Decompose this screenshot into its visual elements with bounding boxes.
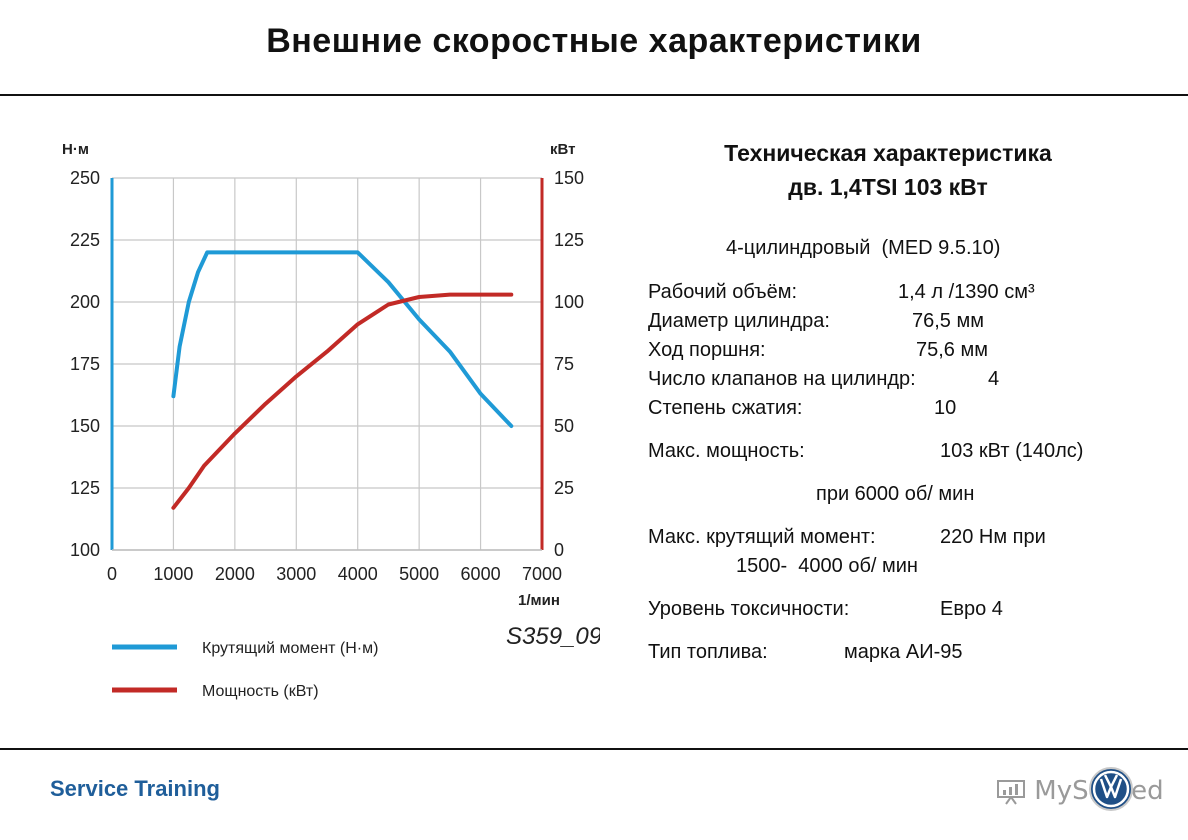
watermark: MyShared — [996, 776, 1164, 806]
spec-compression-label: Степень сжатия: — [648, 397, 803, 419]
x-axis-label: 1/мин — [518, 592, 560, 609]
spec-fuel-label: Тип топлива: — [648, 641, 768, 663]
x-tick-label: 3000 — [276, 564, 316, 584]
spec-stroke-value: 75,6 мм — [916, 339, 988, 361]
y-left-tick-label: 225 — [70, 230, 100, 250]
spec-bore-label: Диаметр цилиндра: — [648, 310, 830, 332]
spec-heading-line2: дв. 1,4TSI 103 кВт — [788, 174, 988, 200]
footer-divider — [0, 748, 1188, 750]
x-tick-label: 4000 — [338, 564, 378, 584]
chart-grid — [111, 177, 543, 551]
spec-power-label: Макс. мощность: — [648, 440, 805, 462]
x-tick-label: 2000 — [215, 564, 255, 584]
x-tick-label: 5000 — [399, 564, 439, 584]
spec-power-rpm: при 6000 об/ мин — [816, 483, 975, 505]
spec-power-value: 103 кВт (140лс) — [940, 440, 1084, 462]
y-left-tick-label: 175 — [70, 354, 100, 374]
figure-code: S359_09 — [506, 623, 600, 650]
y-axis-right-label: кВт — [550, 141, 576, 158]
footer-brand: Service Training — [50, 776, 220, 801]
x-tick-label: 0 — [107, 564, 117, 584]
spec-displacement-label: Рабочий объём: — [648, 281, 798, 303]
spec-stroke-label: Ход поршня: — [648, 339, 766, 361]
header-divider — [0, 94, 1188, 96]
spec-torque-rpm: 1500- 4000 об/ мин — [736, 555, 918, 577]
y-right-tick-label: 25 — [554, 478, 574, 498]
y-left-tick-label: 200 — [70, 292, 100, 312]
y-right-tick-label: 100 — [554, 292, 584, 312]
chart-axes — [110, 178, 544, 551]
page-title: Внешние скоростные характеристики — [266, 22, 922, 60]
spec-valves-label: Число клапанов на цилиндр: — [648, 368, 916, 390]
spec-bore-value: 76,5 мм — [912, 310, 984, 332]
y-right-tick-label: 150 — [554, 168, 584, 188]
y-left-tick-label: 250 — [70, 168, 100, 188]
spec-displacement-value: 1,4 л /1390 см³ — [898, 281, 1035, 303]
spec-heading-line1: Техническая характеристика — [724, 140, 1052, 166]
y-left-tick-label: 150 — [70, 416, 100, 436]
x-tick-label: 1000 — [153, 564, 193, 584]
spec-compression-value: 10 — [934, 397, 957, 419]
chart-legend: Крутящий момент (Н·м) Мощность (кВт) — [112, 640, 378, 700]
spec-fuel-value: марка АИ-95 — [844, 641, 963, 663]
series-line-torque — [171, 250, 514, 428]
performance-chart: 0 1000 2000 3000 4000 5000 6000 700010012515017… — [62, 141, 600, 700]
spec-emission-value: Евро 4 — [940, 598, 1003, 620]
series-lines — [171, 250, 514, 510]
y-right-tick-label: 75 — [554, 354, 574, 374]
x-tick-label: 7000 — [522, 564, 562, 584]
y-right-tick-label: 0 — [554, 540, 564, 560]
spec-engine: 4-цилиндровый (MED 9.5.10) — [726, 237, 1001, 259]
spec-valves-value: 4 — [988, 368, 1000, 390]
spec-torque-label: Макс. крутящий момент: — [648, 526, 876, 548]
presentation-icon — [997, 779, 1025, 805]
legend-label-torque: Крутящий момент (Н·м) — [202, 640, 378, 657]
y-left-tick-label: 100 — [70, 540, 100, 560]
legend-label-power: Мощность (кВт) — [202, 683, 319, 700]
y-axis-left-label: Н·м — [62, 141, 89, 158]
chart-tick-labels: 0 1000 2000 3000 4000 5000 6000 700010012515017… — [70, 168, 584, 584]
vw-logo-icon — [1089, 767, 1133, 811]
y-left-tick-label: 125 — [70, 478, 100, 498]
y-right-tick-label: 125 — [554, 230, 584, 250]
y-right-tick-label: 50 — [554, 416, 574, 436]
series-line-power — [171, 292, 514, 510]
spec-torque-value: 220 Нм при — [940, 526, 1046, 548]
spec-emission-label: Уровень токсичности: — [648, 598, 850, 620]
x-tick-label: 6000 — [461, 564, 501, 584]
